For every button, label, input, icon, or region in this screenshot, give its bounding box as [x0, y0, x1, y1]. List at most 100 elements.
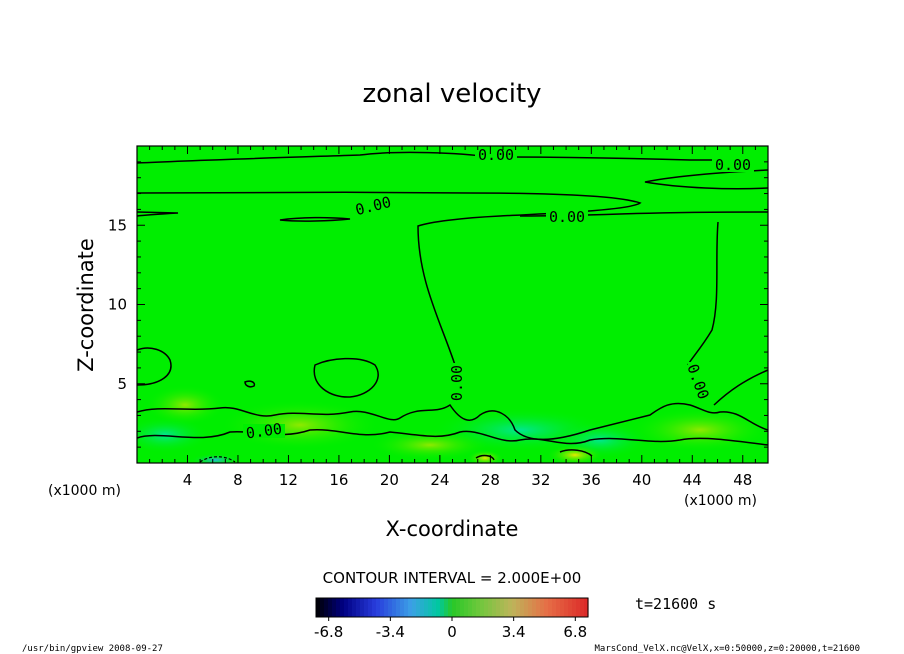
colorbar-swatch — [464, 598, 469, 617]
colorbar-swatch — [360, 598, 365, 617]
x-tick-label: 44 — [683, 471, 702, 489]
contour-upper-band — [137, 151, 712, 164]
colorbar-swatch — [528, 598, 533, 617]
colorbar-swatch — [536, 598, 541, 617]
contour-interval-text: CONTOUR INTERVAL = 2.000E+00 — [323, 569, 582, 587]
colorbar-swatch — [332, 598, 337, 617]
y-unit-label: (x1000 m) — [48, 483, 121, 499]
colorbar-tick-label: 6.8 — [563, 623, 587, 641]
x-tick-label: 20 — [380, 471, 399, 489]
colorbar-swatch — [380, 598, 385, 617]
y-tick-labels: 5 10 15 — [108, 216, 127, 393]
colorbar-swatch — [552, 598, 557, 617]
colorbar-tick-labels: -6.8 -3.4 0 3.4 6.8 — [314, 617, 587, 641]
colorbar-swatch — [580, 598, 585, 617]
colorbar-swatch — [344, 598, 349, 617]
colorbar-swatch — [328, 598, 333, 617]
x-tick-label: 32 — [531, 471, 550, 489]
axis-ticks — [137, 146, 768, 463]
colorbar — [316, 598, 589, 617]
contour-label-layer: 0.00 0.00 0.00 0.00 0.00 0.00 0.00 — [243, 146, 754, 442]
colorbar-swatch — [388, 598, 393, 617]
colorbar-swatch — [384, 598, 389, 617]
x-unit-label: (x1000 m) — [684, 493, 757, 509]
colorbar-swatch — [524, 598, 529, 617]
contour-mid-band — [137, 191, 642, 366]
colorbar-swatch — [400, 598, 405, 617]
colorbar-swatch — [412, 598, 417, 617]
colorbar-swatch — [540, 598, 545, 617]
contour-label: 0.00 — [715, 156, 751, 174]
footer-right: MarsCond_VelX.nc@VelX,x=0:50000,z=0:2000… — [594, 644, 860, 654]
plot-area — [137, 146, 768, 463]
colorbar-tick-label: 0 — [447, 623, 457, 641]
colorbar-swatch — [392, 598, 397, 617]
colorbar-swatch — [480, 598, 485, 617]
contour-low-band — [137, 402, 768, 441]
colorbar-swatch — [544, 598, 549, 617]
colorbar-swatch — [568, 598, 573, 617]
colorbar-swatch — [512, 598, 517, 617]
colorbar-swatch — [520, 598, 525, 617]
contour-label: 0.00 — [448, 365, 466, 401]
contour-right-column — [687, 221, 719, 366]
colorbar-swatch — [452, 598, 457, 617]
footer-left: /usr/bin/gpview 2008-09-27 — [22, 644, 163, 654]
colorbar-swatch — [404, 598, 409, 617]
y-tick-label: 15 — [108, 216, 127, 234]
colorbar-swatch — [336, 598, 341, 617]
colorbar-swatch — [468, 598, 473, 617]
contour-yellow-spot-2 — [559, 449, 593, 457]
x-tick-label: 28 — [481, 471, 500, 489]
y-axis-label: Z-coordinate — [74, 238, 98, 372]
colorbar-swatch — [500, 598, 505, 617]
x-tick-label: 36 — [582, 471, 601, 489]
colorbar-swatch — [324, 598, 329, 617]
time-label: t=21600 s — [635, 595, 716, 613]
colorbar-swatch — [584, 598, 589, 617]
colorbar-swatch — [576, 598, 581, 617]
colorbar-swatch — [372, 598, 377, 617]
colorbar-swatch — [356, 598, 361, 617]
contour-center-blob — [313, 357, 379, 398]
colorbar-swatch — [472, 598, 477, 617]
x-tick-label: 12 — [279, 471, 298, 489]
colorbar-swatch — [476, 598, 481, 617]
y-tick-label: 5 — [117, 375, 127, 393]
colorbar-swatch — [436, 598, 441, 617]
colorbar-swatch — [432, 598, 437, 617]
colorbar-swatch — [444, 598, 449, 617]
colorbar-swatch — [352, 598, 357, 617]
contour-small-blob — [244, 380, 256, 388]
colorbar-tick-label: -6.8 — [314, 623, 343, 641]
colorbar-swatch — [408, 598, 413, 617]
contour-label: 0.00 — [549, 208, 585, 226]
colorbar-swatch — [548, 598, 553, 617]
colorbar-swatch — [456, 598, 461, 617]
colorbar-swatch — [564, 598, 569, 617]
x-tick-labels: 4 8 12 16 20 24 28 32 36 40 44 48 — [183, 471, 753, 489]
colorbar-swatch — [508, 598, 513, 617]
x-tick-label: 48 — [733, 471, 752, 489]
contour-left-blob — [137, 347, 172, 386]
contour-15-lens — [279, 216, 351, 222]
colorbar-swatch — [492, 598, 497, 617]
colorbar-swatch — [320, 598, 325, 617]
colorbar-swatch — [348, 598, 353, 617]
colorbar-swatch — [460, 598, 465, 617]
x-tick-label: 8 — [233, 471, 243, 489]
y-tick-label: 10 — [108, 296, 127, 314]
contour-16-left — [137, 211, 179, 217]
contour-yellow-spot — [475, 454, 495, 461]
x-tick-label: 16 — [329, 471, 348, 489]
colorbar-swatch — [516, 598, 521, 617]
colorbar-tick-label: 3.4 — [502, 623, 526, 641]
colorbar-swatch — [424, 598, 429, 617]
colorbar-swatch — [420, 598, 425, 617]
colorbar-swatch — [396, 598, 401, 617]
colorbar-swatch — [560, 598, 565, 617]
x-axis-label: X-coordinate — [386, 517, 519, 541]
colorbar-swatch — [340, 598, 345, 617]
colorbar-tick-label: -3.4 — [376, 623, 405, 641]
colorbar-swatch — [484, 598, 489, 617]
